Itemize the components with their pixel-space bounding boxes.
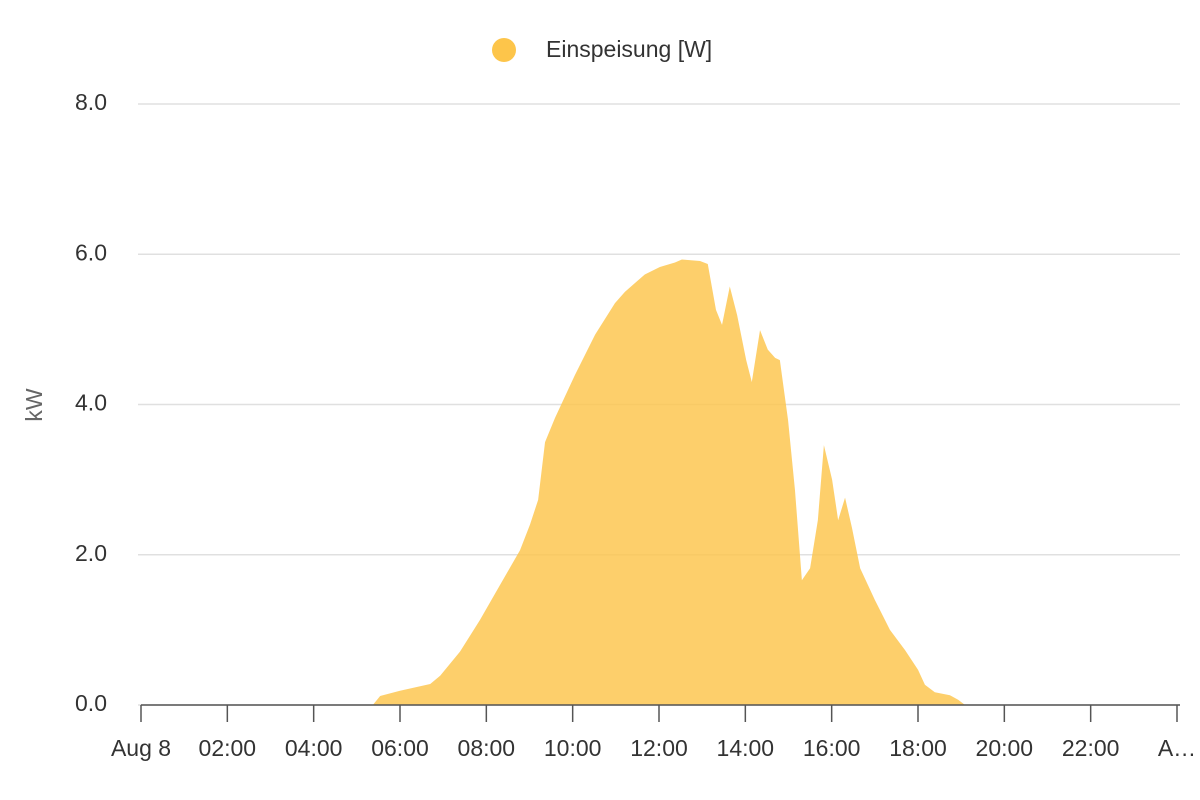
y-tick-label: 4.0 (75, 390, 107, 416)
y-tick-label: 2.0 (75, 540, 107, 566)
y-axis-label: kW (21, 388, 47, 422)
x-tick-label: 20:00 (976, 735, 1034, 761)
y-tick-label: 6.0 (75, 239, 107, 265)
y-tick-label: 0.0 (75, 690, 107, 716)
x-tick-label: 04:00 (285, 735, 343, 761)
x-tick-label: 12:00 (630, 735, 688, 761)
legend-label: Einspeisung [W] (546, 36, 712, 62)
x-tick-label: A… (1158, 735, 1196, 761)
area (141, 259, 1177, 705)
y-tick-label: 8.0 (75, 89, 107, 115)
x-tick-label: 02:00 (199, 735, 257, 761)
legend-marker (492, 38, 516, 62)
x-tick-label: 08:00 (458, 735, 516, 761)
x-tick-label: 18:00 (889, 735, 947, 761)
legend-item: Einspeisung [W] (492, 36, 712, 62)
x-tick-label: 14:00 (717, 735, 775, 761)
x-tick-label: 16:00 (803, 735, 861, 761)
x-tick-label: 06:00 (371, 735, 429, 761)
x-tick-label: 22:00 (1062, 735, 1120, 761)
x-tick-label: Aug 8 (111, 735, 171, 761)
x-tick-label: 10:00 (544, 735, 602, 761)
